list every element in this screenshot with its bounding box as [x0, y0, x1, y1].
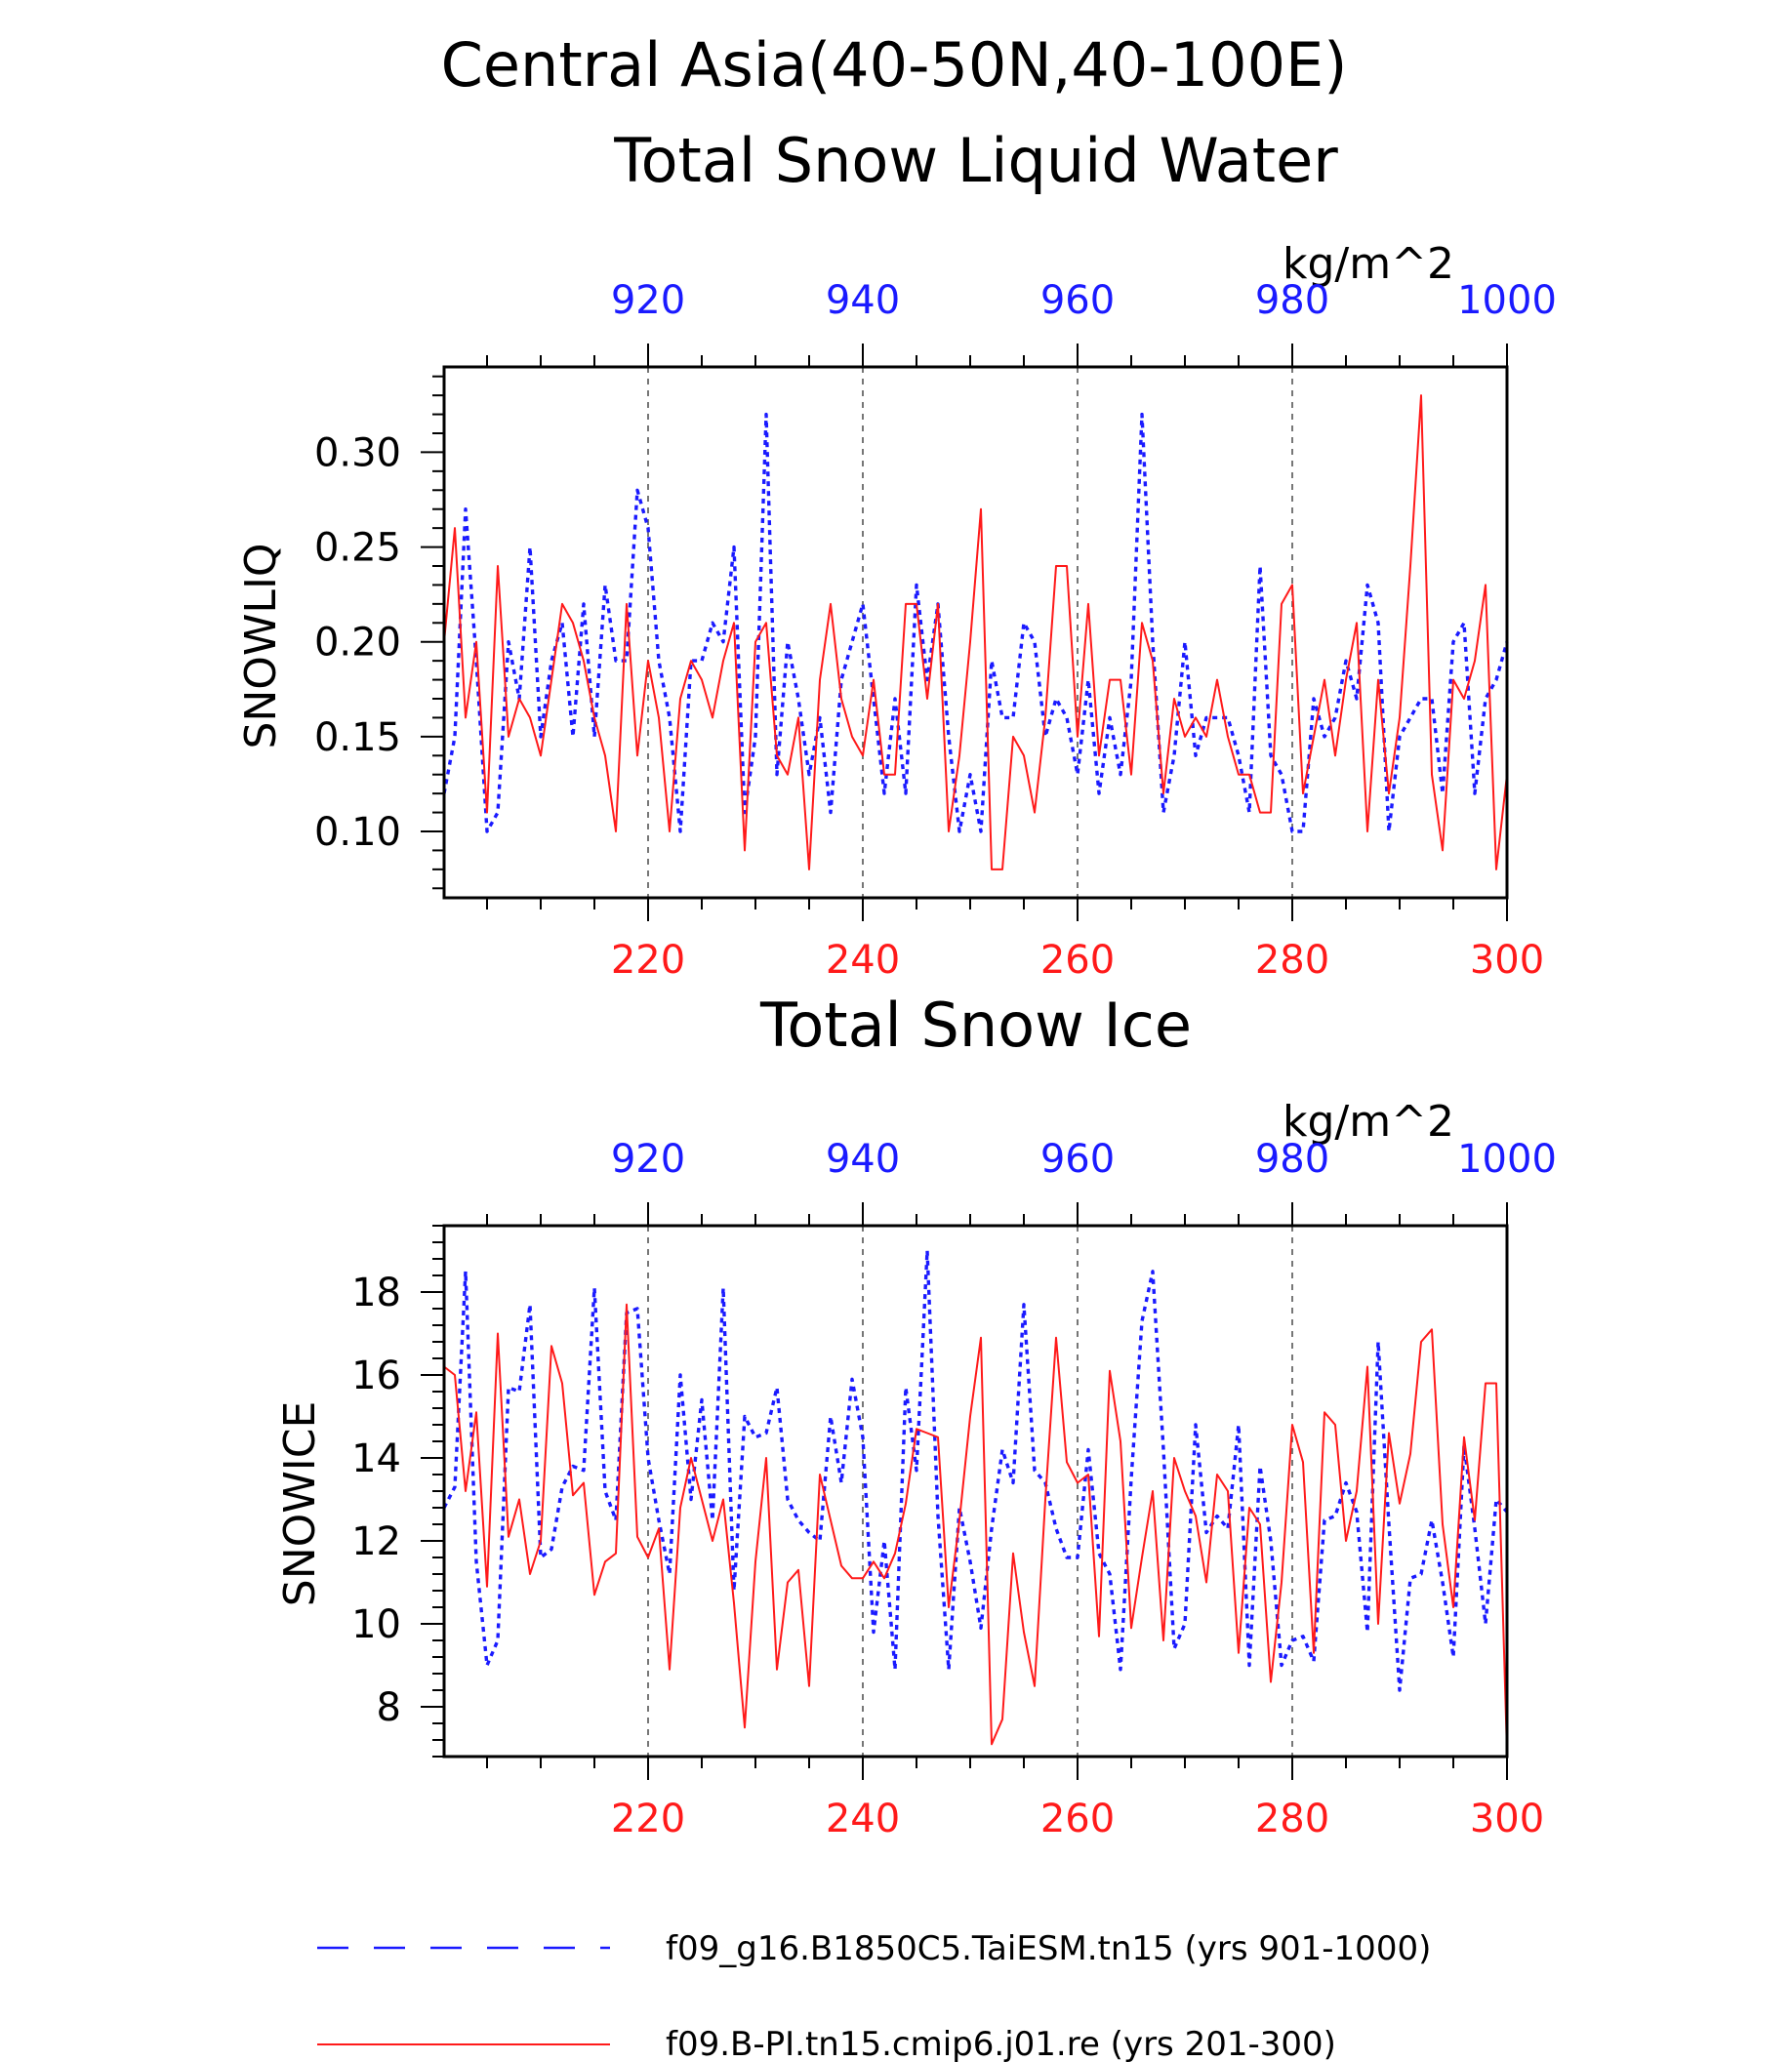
panel-1-units: kg/m^2: [1283, 239, 1454, 289]
panel-1-ytick-label: 0.25: [314, 526, 401, 571]
panel-2-xtick-label-top: 1000: [1457, 1137, 1557, 1182]
panel-2-xtick-label-top: 980: [1255, 1137, 1329, 1182]
panel-2-ytick-label: 16: [351, 1354, 401, 1398]
panel-1-ytick-label: 0.20: [314, 621, 401, 666]
panel-1-xtick-label-bottom: 240: [826, 938, 900, 983]
panel-snowliq: kg/m^2 SNOWLIQ 0.10 0.15 0.20 0.25 0.30 220 24…: [236, 239, 1557, 983]
panel-1-ytick-label: 0.10: [314, 810, 401, 855]
panel-1-xtick-label-bottom: 300: [1470, 938, 1544, 983]
panel-2-series-red: [443, 1303, 1508, 1753]
panel-1-series-red: [443, 394, 1508, 870]
panel-2-xtick-label-bottom: 280: [1255, 1797, 1329, 1841]
panel-2-units: kg/m^2: [1283, 1097, 1454, 1147]
panel-1-xtick-label-top: 1000: [1457, 278, 1557, 323]
panel-1-xtick-label-top: 940: [826, 278, 900, 323]
figure-title: Central Asia(40-50N,40-100E): [441, 29, 1348, 101]
panel-1-xtick-label-bottom: 280: [1255, 938, 1329, 983]
panel-1-xtick-label-top: 920: [611, 278, 685, 323]
panel-2-xtick-label-bottom: 240: [826, 1797, 900, 1841]
panel-1-xtick-label-top: 980: [1255, 278, 1329, 323]
panel-1-xtick-label-bottom: 260: [1040, 938, 1115, 983]
panel-2-ytick-label: 10: [351, 1602, 401, 1647]
panel-1-title: Total Snow Liquid Water: [613, 125, 1338, 196]
legend: f09_g16.B1850C5.TaiESM.tn15 (yrs 901-100…: [317, 1929, 1431, 2062]
panel-2-ytick-label: 14: [351, 1436, 401, 1481]
panel-1-series-blue: [442, 412, 1509, 833]
panel-2-ytick-label: 18: [351, 1271, 401, 1315]
panel-2-title: Total Snow Ice: [759, 990, 1192, 1061]
panel-2-xtick-label-bottom: 260: [1040, 1797, 1115, 1841]
panel-1-ylabel: SNOWLIQ: [236, 543, 286, 748]
panel-1-frame: [442, 365, 1509, 900]
legend-label-red: f09.B-PI.tn15.cmip6.j01.re (yrs 201-300): [666, 2025, 1336, 2062]
panel-2-ylabel: SNOWICE: [275, 1401, 325, 1606]
panel-1-xtick-label-top: 960: [1040, 278, 1115, 323]
panel-2-ytick-label: 12: [351, 1519, 401, 1564]
panel-2-ytick-label: 8: [377, 1685, 401, 1730]
panel-2-xtick-label-top: 920: [611, 1137, 685, 1182]
panel-2-xtick-label-top: 960: [1040, 1137, 1115, 1182]
panel-1-xtick-label-bottom: 220: [611, 938, 685, 983]
panel-snowice: Total Snow Ice kg/m^2 SNOWICE 8 10 12 14 16 1…: [275, 990, 1557, 1841]
panel-2-xtick-label-top: 940: [826, 1137, 900, 1182]
panel-1-ytick-label: 0.30: [314, 430, 401, 475]
panel-1-ytick-label: 0.15: [314, 715, 401, 760]
panel-2-series-blue: [442, 1248, 1509, 1692]
panel-2-xtick-label-bottom: 300: [1470, 1797, 1544, 1841]
legend-label-blue: f09_g16.B1850C5.TaiESM.tn15 (yrs 901-100…: [666, 1929, 1431, 1968]
panel-2-xtick-label-bottom: 220: [611, 1797, 685, 1841]
